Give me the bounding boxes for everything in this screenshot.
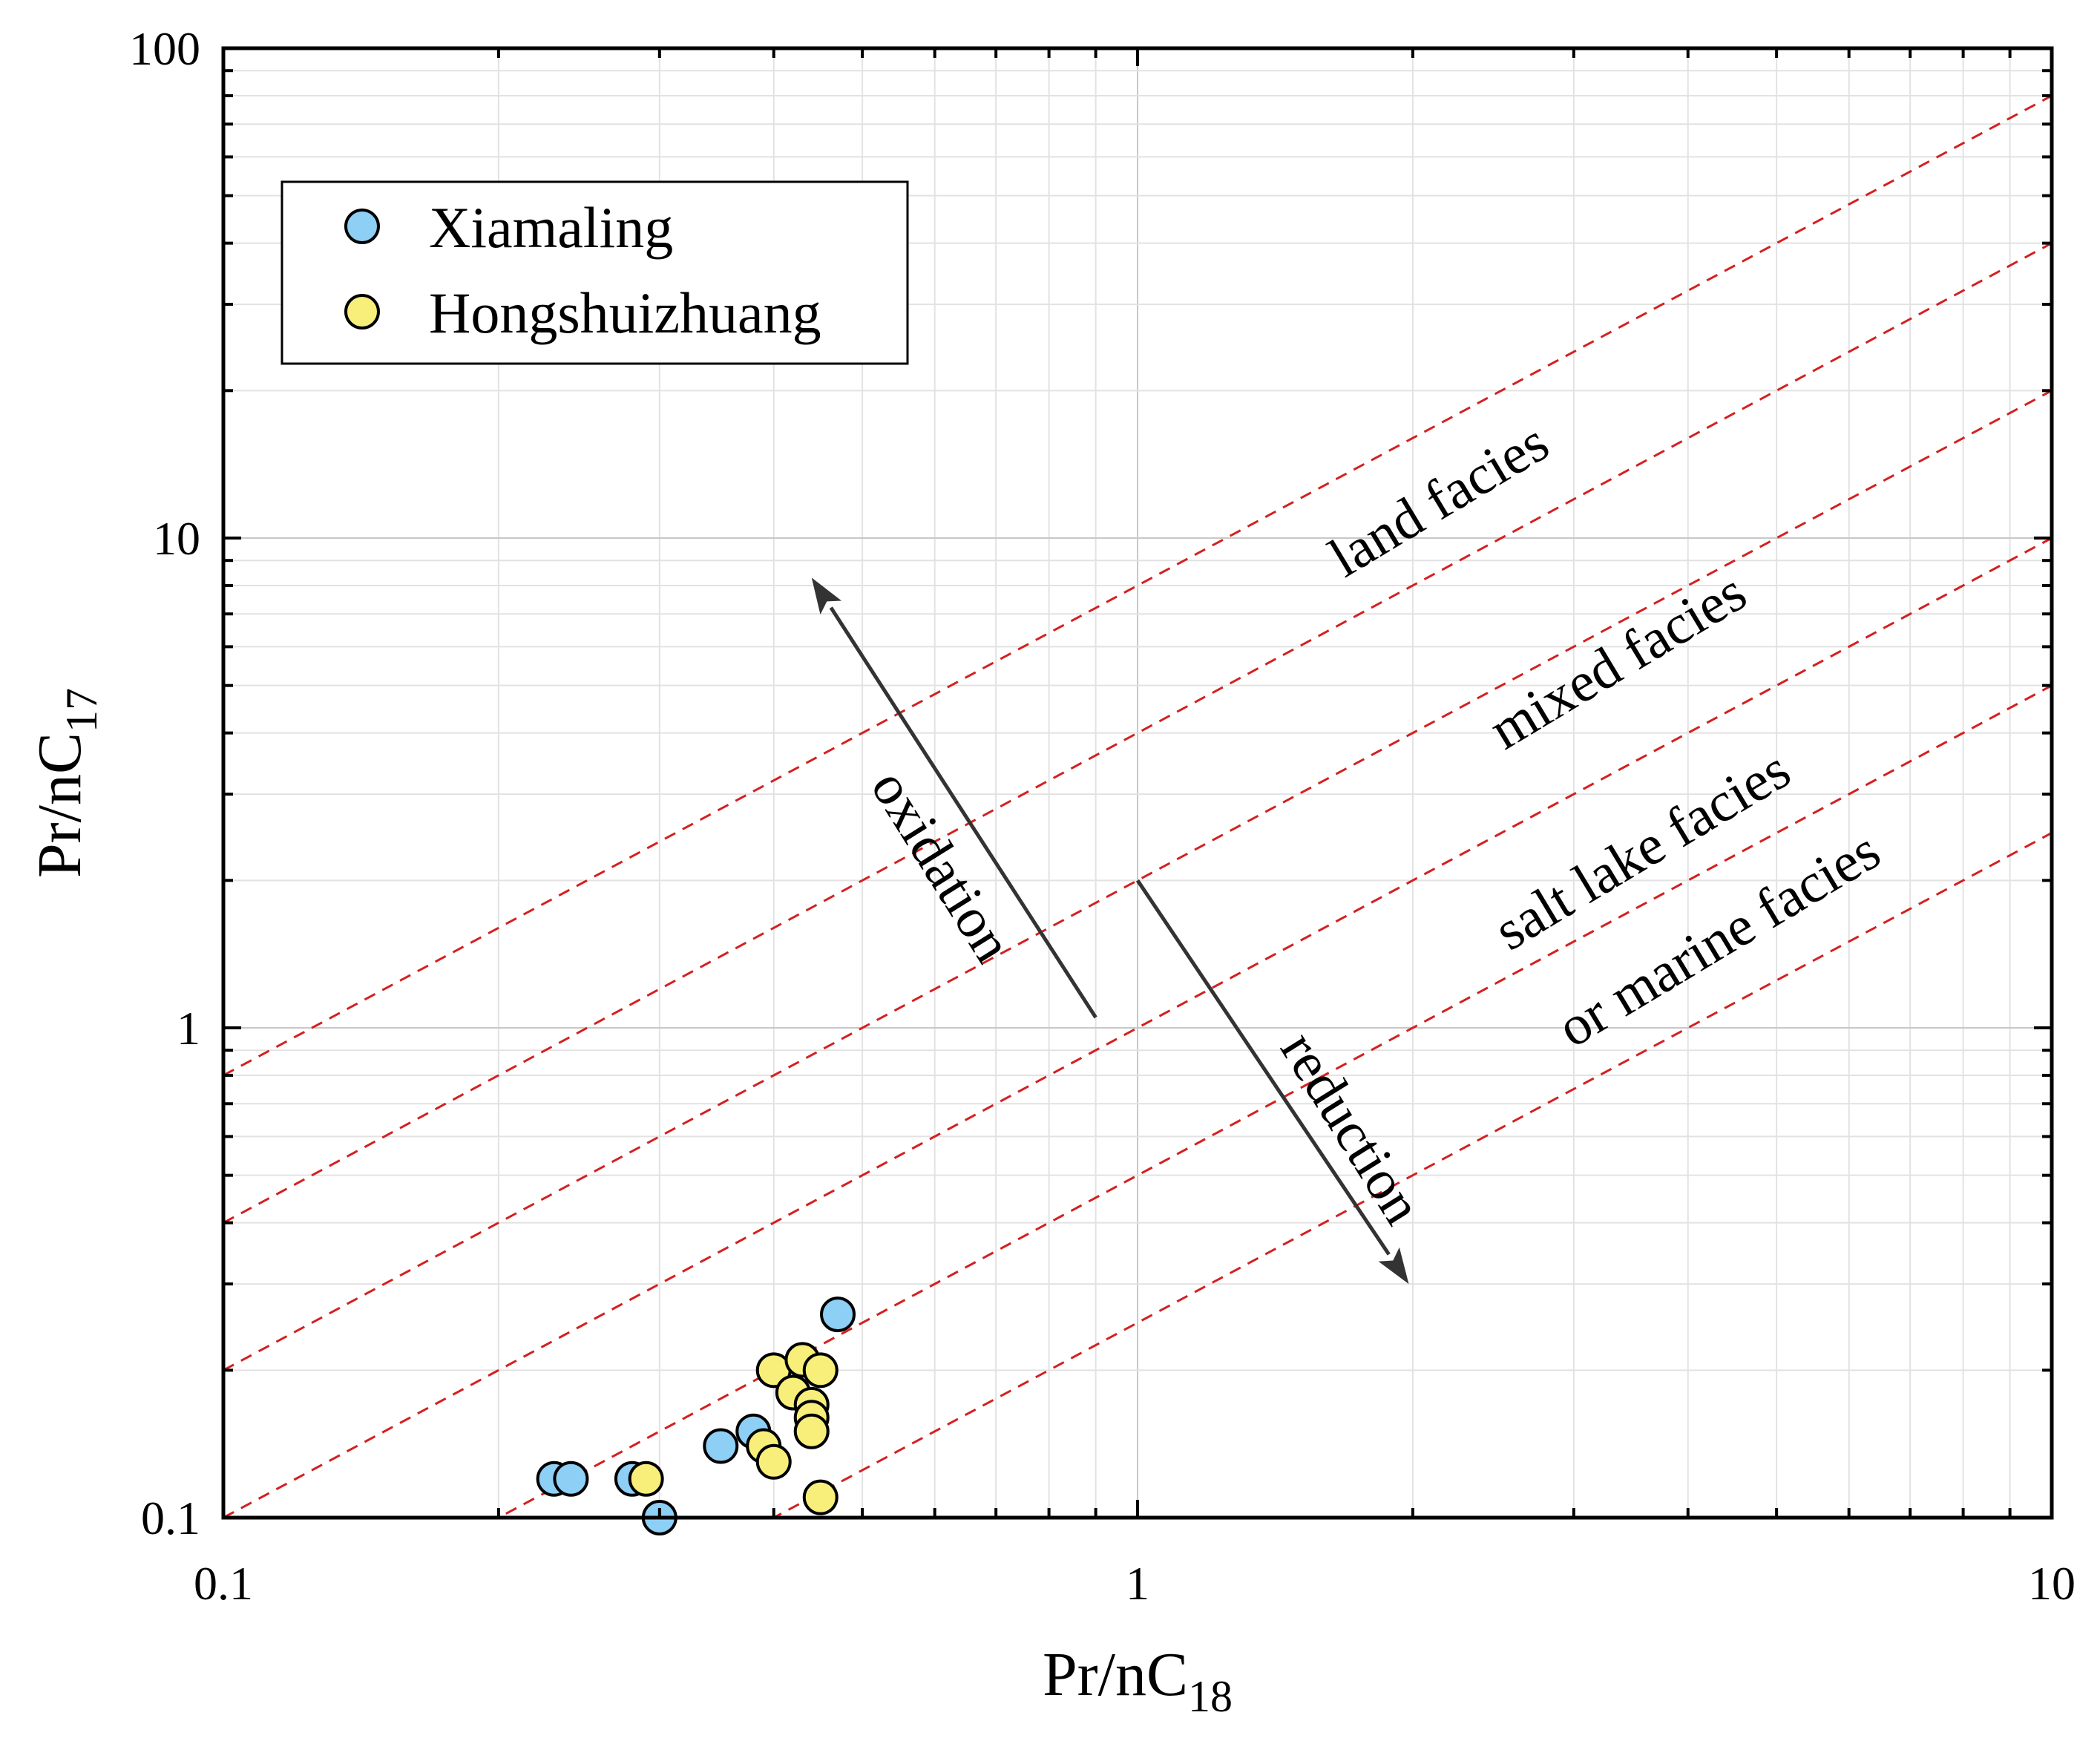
point-hongshuizhuang [802,1352,839,1389]
point-hongshuizhuang [802,1479,839,1515]
boundary-line-ratio-1 [223,537,2052,1518]
point-hongshuizhuang [628,1461,664,1497]
boundary-line-ratio-0_25 [771,832,2052,1518]
trend-arrows [811,577,1409,1285]
axis-ticks [222,47,2053,1519]
point-xiamaling [553,1461,589,1497]
legend-box [280,180,909,365]
facies-boundary-lines [223,94,2052,1518]
legend-marker-hongshuizhuang [344,294,380,330]
boundary-line-ratio-2 [223,389,2052,1371]
gridlines [223,48,2052,1518]
point-hongshuizhuang [793,1413,830,1449]
data-points [536,1296,856,1535]
point-xiamaling [820,1296,856,1333]
arrow-reduction-shaft [1135,879,1391,1256]
arrow-oxidation-head [811,577,842,614]
y-tick-label: 100 [129,22,200,75]
y-tick-label: 10 [153,512,200,565]
y-tick-label: 1 [177,1002,200,1055]
legend: Xiamaling Hongshuizhuang [280,180,909,365]
arrow-label-reduction: reduction [1269,1021,1434,1235]
tick-labels: 0.1 1 10 0.1 1 10 100 [129,22,2076,1610]
region-label-mixed-facies: mixed facies [1479,560,1756,761]
arrow-reduction-head [1378,1247,1409,1285]
boundary-line-ratio-8 [223,94,2052,1077]
x-tick-label: 1 [1126,1557,1149,1610]
y-axis-title: Pr/nC17 [25,688,106,878]
legend-label-xiamaling: Xiamaling [429,195,673,260]
x-axis-title: Pr/nC18 [1043,1640,1233,1721]
point-xiamaling [703,1428,739,1464]
arrow-oxidation-shaft [829,606,1097,1019]
legend-label-hongshuizhuang: Hongshuizhuang [429,281,821,345]
x-tick-label: 0.1 [194,1557,253,1610]
x-tick-label: 10 [2028,1557,2076,1610]
legend-marker-xiamaling [344,209,380,244]
boundary-line-ratio-0_5 [496,684,2052,1518]
y-tick-label: 0.1 [141,1492,200,1544]
region-label-land-facies: land facies [1319,410,1559,589]
boundary-line-ratio-4 [223,242,2052,1224]
point-hongshuizhuang [755,1443,792,1480]
